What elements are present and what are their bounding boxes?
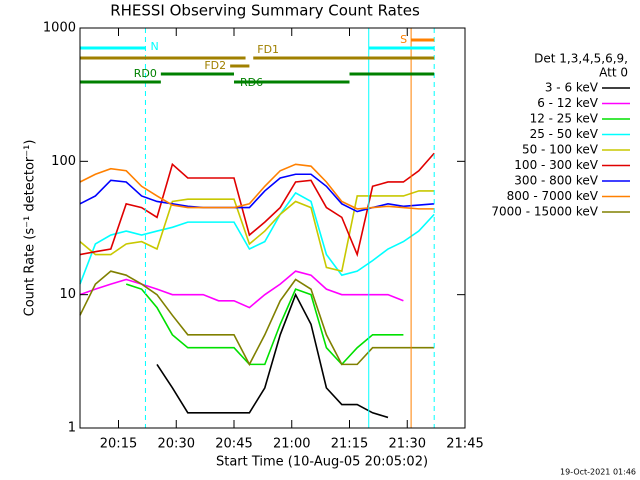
plot-frame	[79, 27, 466, 429]
legend-header: Det 1,3,4,5,6,9,	[534, 52, 628, 66]
series-line	[79, 270, 404, 309]
legend-label: 6 - 12 keV	[537, 96, 599, 110]
y-tick-label: 1000	[43, 21, 76, 36]
x-tick-label: 20:45	[215, 437, 252, 452]
legend-label: 25 - 50 keV	[530, 127, 599, 141]
x-tick-label: 21:45	[446, 437, 483, 452]
x-axis-label: Start Time (10-Aug-05 20:05:02)	[216, 455, 428, 470]
flag-label: FD1	[257, 43, 279, 56]
timestamp: 19-Oct-2021 01:46	[560, 468, 636, 477]
flag-label: FD2	[204, 59, 226, 72]
series-line	[79, 191, 435, 285]
series-line	[79, 190, 435, 273]
legend-label: 3 - 6 keV	[545, 81, 599, 95]
flag-label: RD0	[134, 67, 157, 80]
series-line	[79, 270, 435, 367]
series-line	[79, 163, 435, 210]
x-tick-label: 21:00	[273, 437, 310, 452]
flag-label: S	[400, 33, 407, 46]
y-tick-label: 1	[68, 421, 76, 436]
y-axis-label: Count Rate (s⁻¹ detector⁻¹)	[23, 140, 38, 317]
y-tick-label: 100	[51, 154, 76, 169]
legend-label: 100 - 300 keV	[514, 158, 598, 172]
legend-header: Att 0	[599, 66, 628, 80]
x-tick-label: 21:30	[389, 437, 426, 452]
flag-label: RD6	[240, 76, 263, 89]
flag-label: N	[150, 40, 158, 53]
x-tick-label: 20:15	[100, 437, 137, 452]
legend-label: 12 - 25 keV	[530, 112, 599, 126]
series-line	[156, 292, 389, 419]
series-line	[79, 152, 435, 258]
x-tick-label: 20:30	[158, 437, 195, 452]
legend-label: 300 - 800 keV	[514, 174, 598, 188]
legend-label: 50 - 100 keV	[522, 143, 599, 157]
legend-label: 800 - 7000 keV	[507, 189, 599, 203]
legend-label: 7000 - 15000 keV	[491, 205, 598, 219]
series-line	[125, 283, 404, 366]
y-tick-label: 10	[59, 287, 76, 302]
chart-title: RHESSI Observing Summary Count Rates	[110, 2, 420, 20]
x-tick-label: 21:15	[331, 437, 368, 452]
